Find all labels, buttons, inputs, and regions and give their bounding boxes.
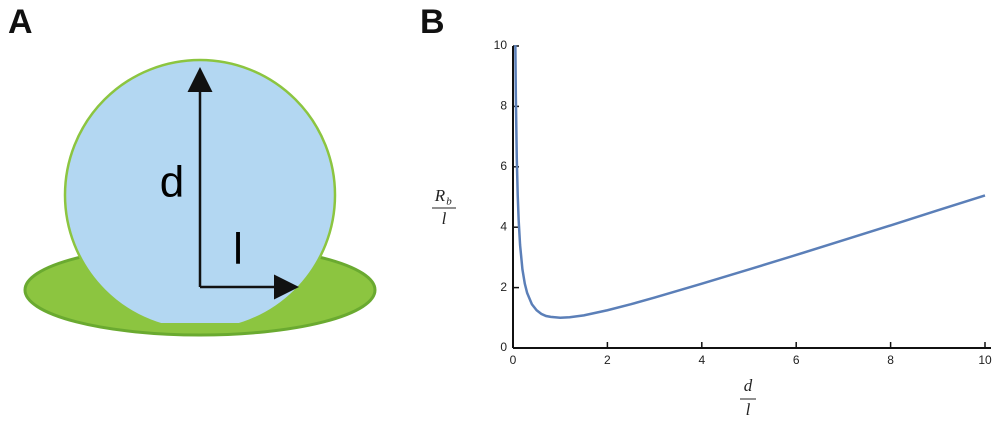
y-label-subscript: b xyxy=(446,196,452,208)
x-label-denominator: l xyxy=(746,400,751,419)
x-label-numerator: d xyxy=(744,376,753,395)
x-tick-label: 2 xyxy=(604,353,611,367)
x-tick-label: 10 xyxy=(978,353,992,367)
y-axis-label: R b l xyxy=(432,186,456,228)
y-tick-label: 0 xyxy=(500,340,507,354)
x-axis-label: d l xyxy=(740,376,756,419)
y-tick-label: 2 xyxy=(500,280,507,294)
x-tick-label: 8 xyxy=(887,353,894,367)
x-tick-label: 0 xyxy=(510,353,517,367)
y-tick-label: 10 xyxy=(494,38,508,52)
line xyxy=(514,45,986,320)
diagram: d l xyxy=(23,58,377,337)
y-label-denominator: l xyxy=(442,209,447,228)
y-label-numerator: R xyxy=(434,186,446,205)
diagram-label: d xyxy=(160,158,184,207)
y-tick-label: 8 xyxy=(500,99,507,113)
x-tick-label: 6 xyxy=(793,353,800,367)
panel-label: B xyxy=(420,3,445,41)
diagram-label: l xyxy=(233,225,243,274)
y-tick-label: 4 xyxy=(500,219,507,233)
panel-label: A xyxy=(8,3,33,41)
y-tick-label: 6 xyxy=(500,159,507,173)
x-tick-label: 4 xyxy=(698,353,705,367)
